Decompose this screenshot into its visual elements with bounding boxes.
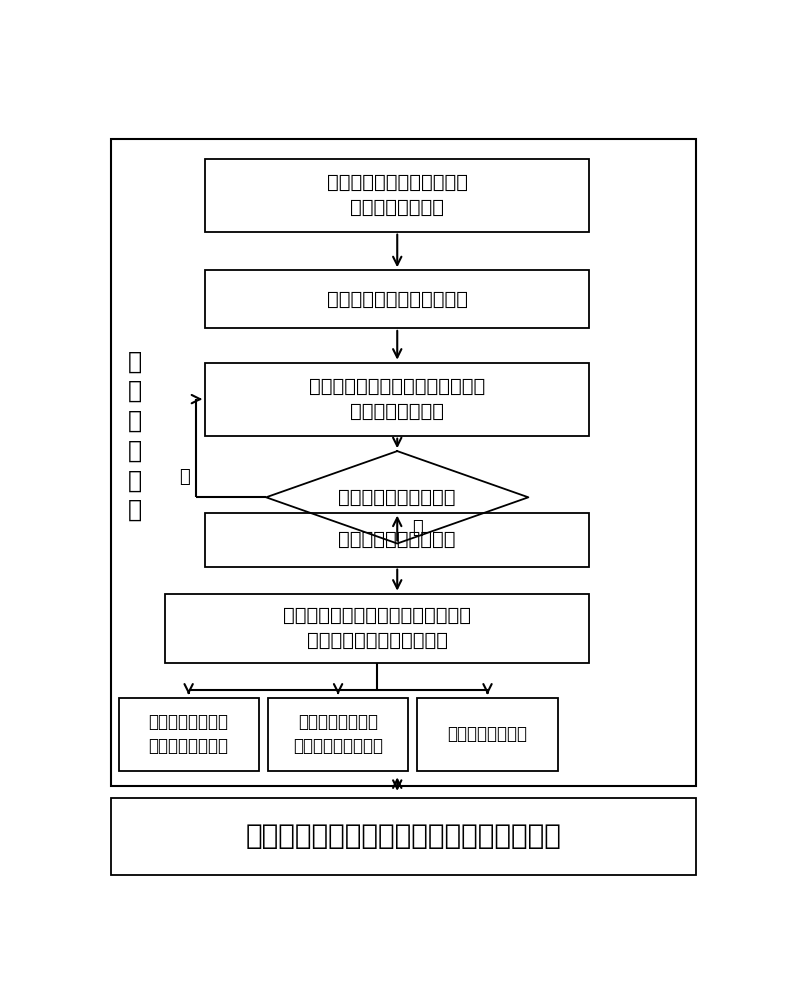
Text: 说明用户不同心境
状态的日常变化规律: 说明用户不同心境 状态的日常变化规律 [293, 713, 383, 755]
Text: 后台云服务器（心境状态结果评价与反馈）: 后台云服务器（心境状态结果评价与反馈） [246, 822, 561, 850]
Text: 测试用户个人信息录入界面: 测试用户个人信息录入界面 [327, 290, 467, 309]
Text: 说明用户主要心境
状态及其变化规律: 说明用户主要心境 状态及其变化规律 [149, 713, 229, 755]
Text: 是: 是 [412, 519, 423, 537]
Bar [205, 513, 589, 567]
Bar [417, 698, 558, 771]
Text: 初始界面（量表使用说明及
专利所有权声明）: 初始界面（量表使用说明及 专利所有权声明） [327, 173, 467, 217]
Text: 完成所有量表项评估？: 完成所有量表项评估？ [338, 488, 456, 507]
Text: 结果反馈界面（评分显示、心境状态
变化描述、心境量化评估）: 结果反馈界面（评分显示、心境状态 变化描述、心境量化评估） [283, 606, 471, 650]
Text: 心境状态数据处理模块: 心境状态数据处理模块 [338, 530, 456, 549]
Text: 安
卓
智
能
手
机: 安 卓 智 能 手 机 [128, 349, 142, 522]
Bar [110, 798, 696, 875]
Text: 自评量表评估界面（每个界面用于
评估一个量表项）: 自评量表评估界面（每个界面用于 评估一个量表项） [309, 377, 486, 421]
Text: 总体心境量化评估: 总体心境量化评估 [448, 725, 527, 743]
Bar [119, 698, 259, 771]
Bar [205, 363, 589, 436]
Bar [268, 698, 408, 771]
Bar [110, 139, 696, 786]
Bar [205, 158, 589, 232]
Bar [165, 594, 589, 663]
Text: 否: 否 [179, 468, 190, 486]
Bar [205, 270, 589, 328]
